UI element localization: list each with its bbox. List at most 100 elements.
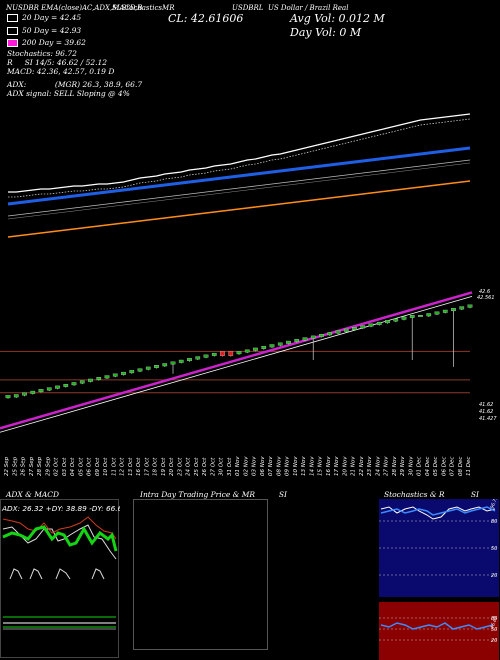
adx-signal: ADX signal: SELL Sloping @ 4% (7, 89, 130, 98)
candle-body (46, 387, 52, 391)
day-volume-unit: M (349, 26, 362, 39)
candle-body (228, 351, 234, 356)
candle-body (360, 325, 366, 329)
candle-body (418, 315, 423, 317)
stoch-side-label: 96.72 (489, 499, 499, 510)
adx-green-line (2, 525, 118, 552)
adx-panel-title: ADX & MACD (6, 490, 60, 499)
header-title-right: US Dollar / Brazil Real (268, 4, 349, 12)
price-label-top-b: 42.561 (477, 295, 495, 301)
date-label: 01 Nov (235, 456, 241, 476)
rsi-level-50: 50 (491, 627, 497, 633)
date-label: 16 Nov (326, 456, 332, 476)
support-trendline-white (0, 296, 473, 433)
header-title-left: NUSDBR EMA(close)AC,ADX,MACD,B (6, 4, 143, 12)
date-label: 19 Oct (161, 457, 167, 476)
candle-body (244, 349, 250, 353)
ema-mid-lower-band (7, 159, 471, 217)
candle-body (261, 346, 267, 349)
price-label-top-a: 42.6 (479, 289, 490, 295)
date-label: 28 Sep (37, 456, 43, 476)
candle-body (393, 318, 399, 322)
date-label: 05 Oct (78, 457, 84, 476)
date-label: 25 Sep (12, 456, 18, 476)
candle-body (38, 389, 44, 393)
date-label: 24 Oct (186, 457, 192, 476)
rsi-line (380, 622, 494, 630)
macd-curve-4 (91, 568, 105, 580)
adx-readout: ADX: 26.32 +DY: 38.89 -DY: 66.67 (1, 504, 120, 513)
candle-body (343, 328, 349, 332)
date-label: 27 Sep (29, 456, 35, 476)
date-label: 31 Oct (227, 457, 233, 476)
candle-body (269, 344, 275, 348)
date-label: 07 Nov (268, 456, 274, 476)
date-label: 03 Oct (62, 457, 68, 476)
candle-body (467, 304, 473, 308)
date-label: 27 Oct (210, 457, 216, 476)
date-label: 20 Oct (169, 457, 175, 476)
macd-curve-3 (55, 568, 71, 580)
candle-body (401, 316, 407, 320)
candle-body (327, 332, 333, 336)
candle-body (154, 365, 159, 368)
date-label: 01 Dec (417, 457, 423, 476)
candle-body (385, 320, 390, 324)
stochastics-value: Stochastics: 96.72 (7, 49, 77, 58)
date-label: 05 Dec (433, 457, 439, 476)
candle-body (96, 377, 102, 380)
price-chart: 22 Sep 25 Sep 26 Sep 27 Sep 28 Sep 29 Sep 02 O… (0, 113, 497, 476)
support-trendline (0, 291, 473, 430)
date-label: 06 Nov (260, 456, 266, 476)
rsi-level-80: 80 (491, 616, 497, 622)
date-label: 15 Nov (318, 456, 324, 476)
date-label: 04 Oct (70, 457, 76, 476)
candle-body (5, 395, 11, 399)
macd-value: MACD: 42.36, 42.57, 0.19 D (7, 67, 115, 76)
ema-long-line (7, 180, 471, 238)
date-label: 08 Nov (276, 456, 282, 476)
adx-value: ADX: (MGR) 26.3, 38.9, 66.7 (7, 80, 143, 89)
date-label: 09 Oct (95, 457, 101, 476)
date-label: 28 Nov (392, 456, 398, 476)
ema-mid-line (7, 146, 471, 206)
candle-body (71, 382, 77, 386)
candle-body (22, 392, 27, 396)
date-label: 29 Nov (400, 456, 406, 476)
adx-white-line (2, 524, 117, 560)
candle-body (451, 308, 456, 312)
candle-body (63, 383, 69, 387)
ema-short-line (8, 113, 471, 193)
candle-body (145, 366, 151, 370)
stoch-level-20: 20 (491, 573, 497, 579)
adx-red-line (2, 516, 117, 540)
date-label: 06 Oct (87, 457, 93, 476)
date-label: 07 Dec (450, 457, 456, 476)
date-label: 22 Sep (4, 456, 10, 476)
date-label: 11 Oct (111, 457, 117, 476)
candle-body (459, 306, 465, 310)
candle-body (352, 327, 357, 330)
candle-body (335, 330, 341, 334)
date-label: 16 Oct (136, 457, 142, 476)
ema-mid-lower-band-2 (7, 162, 471, 220)
candle-body (426, 313, 432, 317)
macd-curve-2 (29, 568, 43, 580)
date-label: 18 Oct (153, 457, 159, 476)
date-label: 25 Oct (194, 457, 200, 476)
rsi-level-20: 20 (491, 638, 497, 644)
date-label: 29 Sep (45, 456, 51, 476)
date-label: 06 Dec (441, 457, 447, 476)
price-label-low-b: 41.62 (479, 409, 493, 415)
date-label: 12 Oct (120, 457, 126, 476)
candle-body (211, 352, 217, 356)
candle-body (319, 333, 324, 337)
date-label: 03 Nov (252, 456, 258, 476)
candle-body (203, 354, 209, 358)
date-label: 24 Nov (375, 456, 381, 476)
candle-body (376, 321, 382, 325)
candle-body (434, 311, 440, 315)
ema-short-dotted-line (8, 118, 471, 198)
avg-volume-label: Avg Vol: 0.012 (290, 12, 371, 25)
candle-body (442, 309, 448, 313)
